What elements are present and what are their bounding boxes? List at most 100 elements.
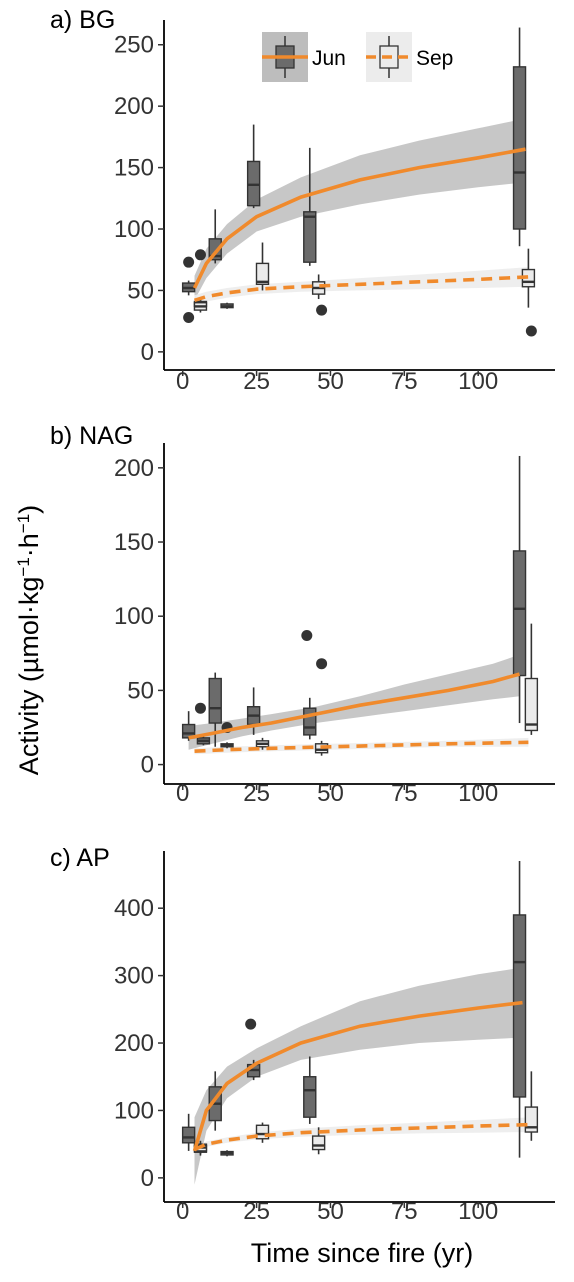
box-iqr xyxy=(303,211,317,263)
boxplot-sep xyxy=(521,248,536,308)
x-tick-label: 100 xyxy=(458,368,498,395)
box-iqr xyxy=(512,550,527,677)
fit-line-jun xyxy=(192,147,526,289)
boxplot-sep xyxy=(255,737,270,750)
panel-label: c) AP xyxy=(50,844,110,872)
outlier-point xyxy=(194,702,206,714)
x-tick-label: 75 xyxy=(391,1198,418,1225)
box-iqr xyxy=(303,1076,317,1118)
boxplot-sep xyxy=(193,299,208,313)
box-iqr xyxy=(524,677,539,732)
box-iqr xyxy=(512,914,527,1098)
box-iqr xyxy=(512,66,527,230)
x-tick-label: 50 xyxy=(317,780,344,807)
legend-label: Sep xyxy=(416,47,453,70)
y-tick-label: 50 xyxy=(127,677,154,704)
x-tick-label: 25 xyxy=(243,780,270,807)
x-tick-label: 0 xyxy=(176,368,189,395)
panel-label: b) NAG xyxy=(50,422,133,450)
y-tick-label: 0 xyxy=(141,752,154,779)
x-tick-label: 50 xyxy=(317,1198,344,1225)
boxplot-sep xyxy=(255,1122,270,1143)
fit-line-sep xyxy=(193,275,529,303)
boxplot-jun xyxy=(208,672,222,747)
boxplot-jun xyxy=(512,27,527,247)
outlier-point xyxy=(301,629,313,641)
outlier-point xyxy=(183,256,195,268)
x-tick-label: 75 xyxy=(391,780,418,807)
y-tick-label: 150 xyxy=(114,155,154,182)
y-tick-label: 200 xyxy=(114,1030,154,1057)
box-iqr xyxy=(208,677,222,724)
x-tick-label: 25 xyxy=(243,368,270,395)
x-tick-label: 50 xyxy=(317,368,344,395)
boxplot-jun xyxy=(246,124,261,209)
legend-item-jun: Jun xyxy=(262,32,346,82)
boxplot-sep xyxy=(311,1127,326,1155)
boxplot-sep xyxy=(524,623,539,735)
y-tick-label: 300 xyxy=(114,963,154,990)
box-iqr xyxy=(181,1126,196,1144)
boxplot-jun xyxy=(303,147,317,266)
x-tick-label: 0 xyxy=(176,780,189,807)
outlier-point xyxy=(183,311,195,323)
box-iqr xyxy=(524,1106,539,1133)
box-iqr xyxy=(255,262,270,285)
boxplot-jun xyxy=(220,1150,234,1157)
boxplot-sep xyxy=(255,242,270,291)
boxplot-jun xyxy=(220,302,234,309)
outlier-point xyxy=(316,304,328,316)
y-tick-label: 200 xyxy=(114,455,154,482)
box-iqr xyxy=(303,707,317,736)
y-tick-label: 100 xyxy=(114,603,154,630)
boxplot-jun xyxy=(181,280,196,296)
outlier-point xyxy=(194,249,206,261)
legend-label: Jun xyxy=(312,47,346,70)
confidence-band-sep xyxy=(194,1117,532,1153)
boxplot-jun xyxy=(181,1113,196,1151)
y-tick-label: 50 xyxy=(127,277,154,304)
y-tick-label: 100 xyxy=(114,1097,154,1124)
boxplot-jun xyxy=(220,742,234,749)
panel-3: c) AP 0 100 200 300 400 0 25 50 75 100 xyxy=(50,844,555,1225)
confidence-band-jun xyxy=(188,654,520,750)
legend: Jun Sep xyxy=(262,32,453,82)
boxplot-jun xyxy=(196,734,211,746)
panel-1: a) BG 0 50 100 150 200 250 0 25 50 75 100 xyxy=(50,6,555,395)
outlier-point xyxy=(245,1018,257,1030)
outlier-point xyxy=(525,325,537,337)
panel-2: b) NAG 0 50 100 150 200 0 25 50 75 100 xyxy=(50,422,555,807)
fit-line-jun xyxy=(192,1000,523,1152)
fit-line-sep xyxy=(193,1122,532,1152)
box-iqr xyxy=(311,1135,326,1151)
y-tick-label: 400 xyxy=(114,895,154,922)
confidence-band-sep xyxy=(194,267,529,306)
boxplot-jun xyxy=(303,697,317,740)
x-tick-label: 75 xyxy=(391,368,418,395)
x-tick-label: 100 xyxy=(458,780,498,807)
boxplot-jun xyxy=(303,1056,317,1124)
x-tick-label: 25 xyxy=(243,1198,270,1225)
boxplot-sep xyxy=(524,1071,539,1141)
boxplot-jun xyxy=(512,861,527,1158)
x-tick-label: 0 xyxy=(176,1198,189,1225)
y-tick-label: 100 xyxy=(114,216,154,243)
fit-line-jun xyxy=(188,672,520,740)
confidence-band-jun xyxy=(194,967,523,1185)
y-tick-label: 250 xyxy=(114,32,154,59)
x-tick-label: 100 xyxy=(458,1198,498,1225)
outlier-point xyxy=(316,658,328,670)
x-axis-title: Time since fire (yr) xyxy=(251,1238,474,1268)
y-tick-label: 150 xyxy=(114,529,154,556)
boxplot-jun xyxy=(246,687,261,735)
panel-label: a) BG xyxy=(50,6,115,34)
legend-item-sep: Sep xyxy=(366,32,453,82)
y-axis-title: Activity (µmol·kg−1·h−1) xyxy=(14,505,45,775)
box-iqr xyxy=(246,160,261,207)
fit-line-sep xyxy=(194,740,529,753)
y-tick-label: 0 xyxy=(141,1165,154,1192)
y-tick-label: 200 xyxy=(114,93,154,120)
y-tick-label: 0 xyxy=(141,339,154,366)
